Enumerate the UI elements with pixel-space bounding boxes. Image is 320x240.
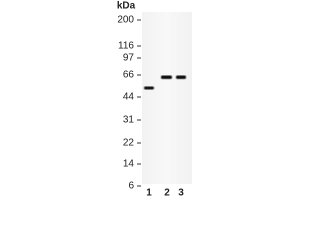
- marker-label: 44: [123, 92, 135, 103]
- marker-label: 66: [123, 70, 135, 81]
- band: [176, 75, 186, 79]
- band: [161, 75, 172, 79]
- marker-label: 116: [118, 41, 134, 52]
- marker-label: 31: [123, 115, 135, 126]
- marker-label: 6: [128, 181, 134, 192]
- band: [144, 86, 154, 90]
- lane-label: 3: [178, 188, 184, 199]
- page: {"unit": "kDa", "markers": ["200", "116"…: [116, 0, 192, 199]
- marker-label: 200: [117, 15, 134, 26]
- marker-label: 97: [123, 53, 135, 64]
- membrane: [142, 12, 192, 184]
- unit-label: kDa: [117, 1, 136, 12]
- marker-label: 14: [123, 159, 135, 170]
- lane-label: 1: [146, 188, 152, 199]
- marker-label: 22: [123, 138, 135, 149]
- lane-label: 2: [164, 188, 170, 199]
